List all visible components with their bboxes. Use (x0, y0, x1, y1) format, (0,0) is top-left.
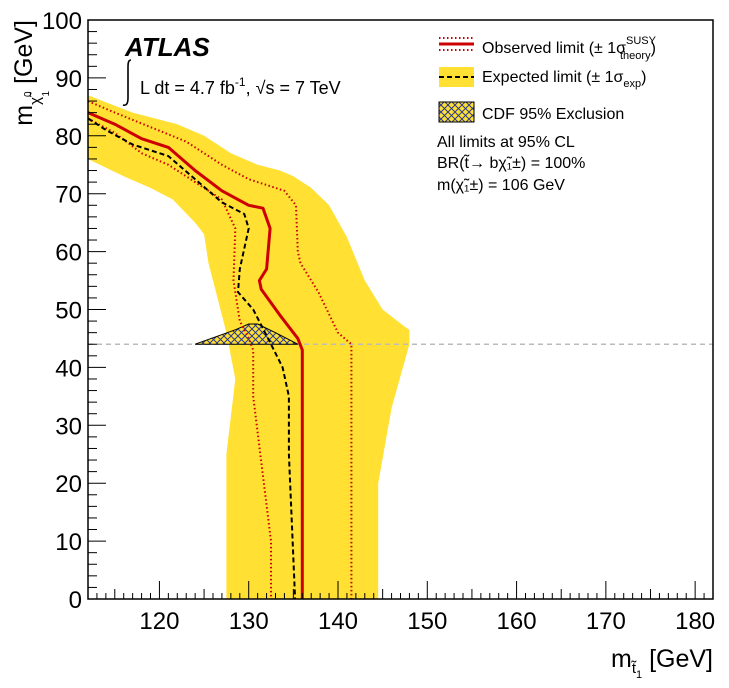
y-tick-label: 20 (55, 471, 82, 498)
x-axis-title-main: m (611, 645, 632, 673)
legend-expected-close: ) (641, 69, 646, 86)
x-tick-label: 160 (497, 608, 537, 635)
legend-observed-sub: theory (620, 50, 651, 62)
energy-label: , √s = 7 TeV (246, 78, 341, 98)
y-tick-label: 50 (55, 298, 82, 325)
lumi-exponent: -1 (235, 75, 246, 89)
y-tick-label: 30 (55, 413, 82, 440)
legend-expected-sub: exp (623, 78, 641, 90)
x-tick-label: 170 (586, 608, 626, 635)
y-axis-title-unit: [GeV] (10, 20, 38, 91)
atlas-label: ATLAS (124, 32, 210, 62)
legend: Observed limit (± 1σSUSY theory) Expected… (437, 35, 657, 194)
x-tick-label: 180 (675, 608, 715, 635)
lumi-label: L dt = 4.7 fb (140, 78, 235, 98)
x-tick-label: 120 (139, 608, 179, 635)
y-tick-label: 100 (42, 8, 82, 35)
y-tick-label: 90 (55, 66, 82, 93)
y-tick-label: 60 (55, 240, 82, 267)
svg-text:mχ̃01 [GeV]: mχ̃0 1 [GeV] (10, 20, 52, 126)
x-tick-label: 140 (318, 608, 358, 635)
integral-sign (122, 59, 132, 107)
note-cl: All limits at 95% CL (437, 134, 575, 151)
x-axis-title-subsub: 1 (636, 669, 642, 681)
svg-text:L dt = 4.7 fb-1, √s = 7 TeV: L dt = 4.7 fb-1, √s = 7 TeV (140, 75, 341, 98)
observed-limit-line (88, 111, 304, 599)
legend-cdf-label: CDF 95% Exclusion (482, 106, 624, 123)
svg-text:mt̃1 [GeV]: mt̃1 [GeV] (611, 645, 713, 681)
svg-text:Expected limit (± 1σexp): Expected limit (± 1σexp) (482, 69, 646, 90)
y-tick-label: 0 (69, 587, 82, 614)
y-tick-label: 80 (55, 124, 82, 151)
expected-band (88, 95, 410, 599)
x-tick-label: 130 (229, 608, 269, 635)
observed-limit-minus-sigma-line (88, 117, 272, 599)
legend-expected-label: Expected limit (± 1σ (482, 69, 623, 86)
y-axis-title-subsub: 1 (41, 90, 52, 96)
x-axis-title-sub: t̃ (630, 660, 637, 677)
legend-observed-sup: SUSY (626, 35, 657, 47)
note-br: BR(t̃→ bχ̃₁±) = 100% (437, 153, 585, 172)
note-chargino-mass: m(χ̃₁±) = 106 GeV (437, 177, 565, 194)
y-tick-label: 10 (55, 529, 82, 556)
observed-limit-plus-sigma-line (88, 100, 353, 599)
y-tick-label: 40 (55, 355, 82, 382)
x-tick-label: 150 (407, 608, 447, 635)
y-tick-label: 70 (55, 182, 82, 209)
y-axis-title-main: m (10, 105, 38, 126)
y-axis-title-subsup: 0 (23, 91, 34, 97)
x-axis-title-unit: [GeV] (642, 645, 713, 673)
legend-observed-label: Observed limit (± 1σ (482, 40, 626, 57)
legend-observed-close: ) (651, 40, 656, 57)
